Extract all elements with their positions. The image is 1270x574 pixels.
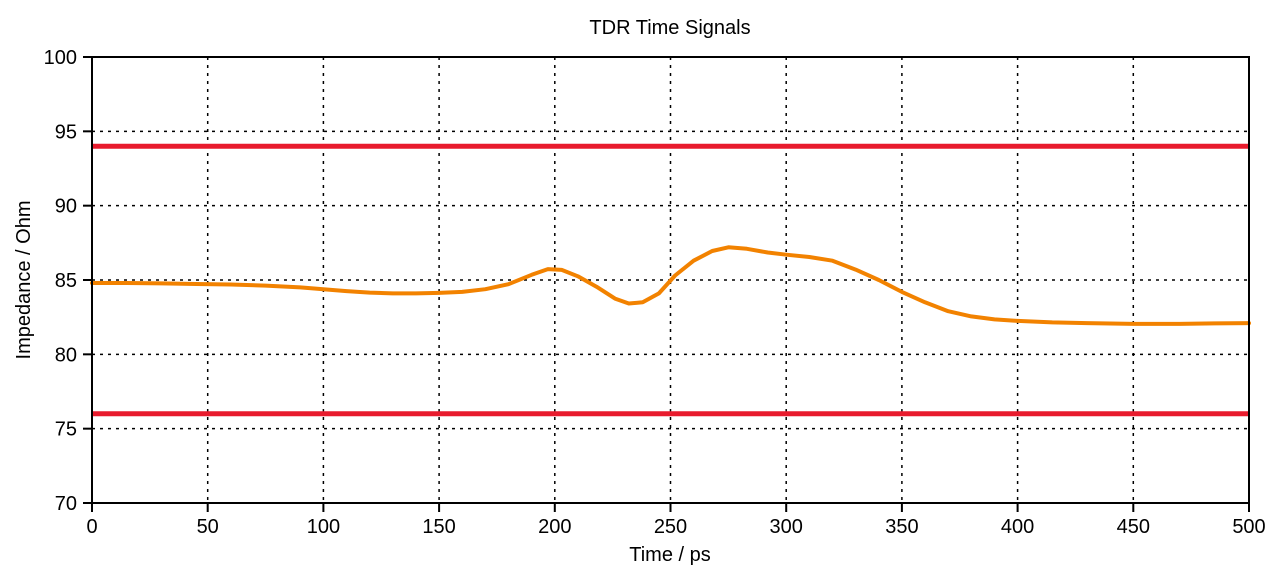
x-tick-label: 0 <box>86 516 97 538</box>
x-tick-label: 400 <box>1001 516 1034 538</box>
y-tick-label: 70 <box>55 493 77 515</box>
data-series <box>90 245 1251 326</box>
y-tick-label: 85 <box>55 270 77 292</box>
x-axis-title: Time / ps <box>629 544 711 566</box>
tdr-impedance-trace <box>90 245 1251 326</box>
x-tick-label: 200 <box>538 516 571 538</box>
y-tick-label: 100 <box>44 47 77 69</box>
x-tick-label: 150 <box>422 516 455 538</box>
x-tick-label: 250 <box>654 516 687 538</box>
x-tick-label: 500 <box>1232 516 1265 538</box>
y-tick-label: 90 <box>55 196 77 218</box>
limit-lines <box>92 143 1249 417</box>
x-tick-label: 50 <box>197 516 219 538</box>
gridlines <box>92 57 1249 503</box>
axis-labels: 0 50 100 150 200 250 300 350 400 450 500 70 75 80 85 90… <box>44 47 1266 538</box>
y-tick-label: 95 <box>55 121 77 143</box>
y-axis-title: Impedance / Ohm <box>13 201 35 360</box>
chart-title: TDR Time Signals <box>589 17 750 39</box>
y-tick-label: 75 <box>55 419 77 441</box>
axes <box>83 56 1250 512</box>
x-tick-label: 300 <box>770 516 803 538</box>
x-tick-label: 350 <box>885 516 918 538</box>
y-tick-label: 80 <box>55 344 77 366</box>
x-tick-label: 450 <box>1117 516 1150 538</box>
x-tick-label: 100 <box>307 516 340 538</box>
